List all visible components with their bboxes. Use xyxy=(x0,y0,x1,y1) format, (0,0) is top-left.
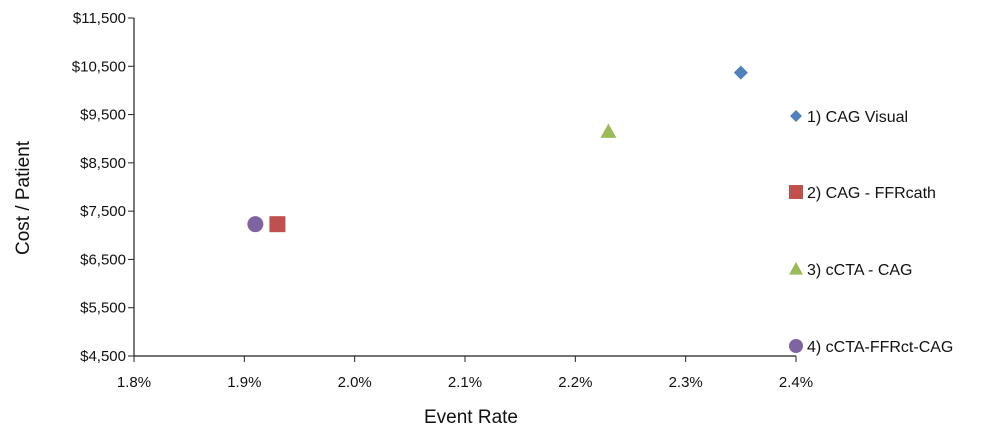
axes xyxy=(133,18,796,357)
legend: 1) CAG Visual 2) CAG - FFRcath 3) cCTA - C… xyxy=(789,109,953,356)
y-tick-label: $6,500 xyxy=(80,251,126,268)
x-tick-label: 2.1% xyxy=(448,374,482,391)
x-tick-label: 1.8% xyxy=(117,374,151,391)
legend-label: 4) cCTA-FFRct-CAG xyxy=(807,339,953,356)
y-tick-label: $4,500 xyxy=(80,348,126,365)
y-tick-label: $9,500 xyxy=(80,107,126,124)
x-tick-label: 2.0% xyxy=(338,374,372,391)
data-point-circle xyxy=(247,216,264,233)
x-tick-label: 2.3% xyxy=(669,374,703,391)
y-tick-label: $7,500 xyxy=(80,203,126,220)
y-tick-label: $11,500 xyxy=(73,10,126,27)
x-tick-label: 2.4% xyxy=(779,374,813,391)
legend-marker-circle xyxy=(789,339,803,353)
data-point-square xyxy=(269,216,286,233)
legend-label: 1) CAG Visual xyxy=(807,109,908,126)
y-tick-label: $5,500 xyxy=(80,300,126,317)
x-tick-label: 2.2% xyxy=(558,374,592,391)
y-tick-label: $8,500 xyxy=(80,155,126,172)
y-tick-label: $10,500 xyxy=(72,58,126,75)
x-axis-title: Event Rate xyxy=(424,407,518,428)
legend-marker-square xyxy=(789,185,803,199)
y-axis-ticks: $4,500 $5,500 $6,500 $7,500 $8,500 $9,500 $10,… xyxy=(72,10,134,365)
data-point-diamond xyxy=(733,65,748,80)
legend-marker-triangle xyxy=(789,262,803,275)
data-points xyxy=(247,65,748,233)
x-tick-label: 1.9% xyxy=(227,374,261,391)
data-point-triangle xyxy=(600,123,617,138)
x-axis-ticks: 1.8% 1.9% 2.0% 2.1% 2.2% 2.3% 2.4% xyxy=(117,356,813,391)
legend-label: 3) cCTA - CAG xyxy=(807,262,913,279)
legend-label: 2) CAG - FFRcath xyxy=(807,185,936,202)
y-axis-title: Cost / Patient xyxy=(13,140,34,255)
legend-marker-diamond xyxy=(790,110,802,122)
